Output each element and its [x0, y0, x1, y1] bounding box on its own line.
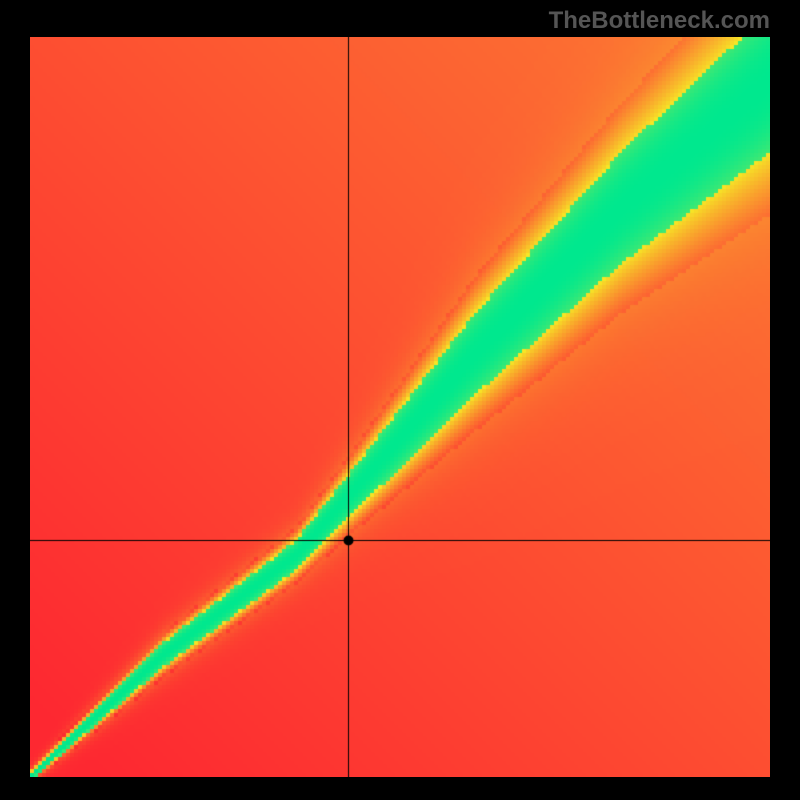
bottleneck-heatmap: [30, 37, 770, 777]
chart-container: TheBottleneck.com: [0, 0, 800, 800]
watermark-text: TheBottleneck.com: [549, 7, 770, 35]
